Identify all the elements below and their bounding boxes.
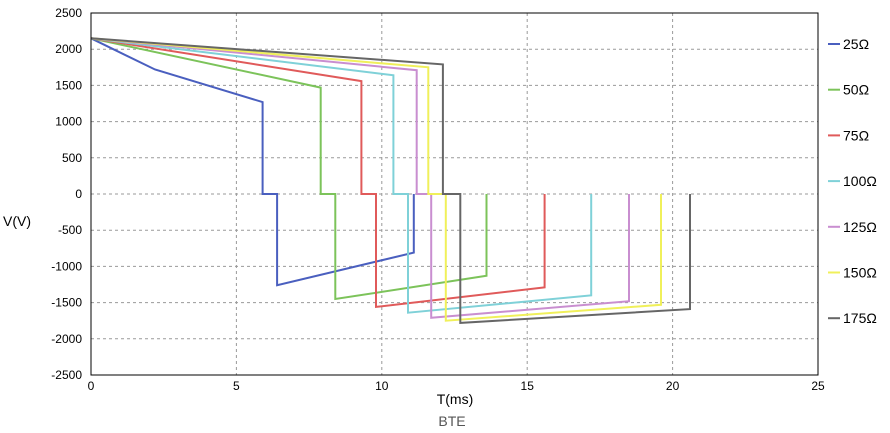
legend-label: 150Ω <box>843 265 877 281</box>
y-tick-label: 1500 <box>55 78 82 92</box>
x-tick-label: 15 <box>521 379 535 393</box>
x-tick-label: 5 <box>233 379 240 393</box>
x-axis-label: T(ms) <box>437 391 474 407</box>
legend-label: 125Ω <box>843 219 877 235</box>
y-tick-label: 500 <box>62 151 82 165</box>
y-tick-label: 1000 <box>55 115 82 129</box>
x-tick-label: 25 <box>811 379 825 393</box>
legend-label: 100Ω <box>843 173 877 189</box>
y-tick-label: 0 <box>75 187 82 201</box>
y-tick-label: -2500 <box>51 368 82 382</box>
series-line-3 <box>90 37 593 314</box>
y-tick-label: -2000 <box>51 332 82 346</box>
plot-frame <box>90 12 819 376</box>
legend-label: 175Ω <box>843 310 877 326</box>
y-axis-label: V(V) <box>3 213 31 229</box>
legend: 25Ω 50Ω 75Ω 100Ω 125Ω 150Ω 175Ω <box>828 36 877 326</box>
legend-label: 25Ω <box>843 36 869 52</box>
legend-label: 50Ω <box>843 82 869 98</box>
legend-label: 75Ω <box>843 127 869 143</box>
x-tick-label: 0 <box>88 379 95 393</box>
y-tick-label: -1000 <box>51 259 82 273</box>
y-tick-label: -1500 <box>51 296 82 310</box>
x-tick-label: 10 <box>375 379 389 393</box>
series-line-1 <box>90 37 488 301</box>
series-line-6 <box>90 37 691 324</box>
x-tick-label: 20 <box>666 379 680 393</box>
tick-labels: 0 5 10 15 20 25 2500 2000 1500 1000 500 0 -500 -1000 -… <box>51 6 825 393</box>
series-line-0 <box>90 37 415 287</box>
y-tick-label: 2500 <box>55 6 82 20</box>
series-layer <box>90 37 691 324</box>
y-tick-label: 2000 <box>55 42 82 56</box>
series-line-2 <box>90 37 546 309</box>
grid-lines <box>91 13 818 375</box>
y-tick-label: -500 <box>58 223 82 237</box>
chart-caption: BTE <box>438 413 465 429</box>
